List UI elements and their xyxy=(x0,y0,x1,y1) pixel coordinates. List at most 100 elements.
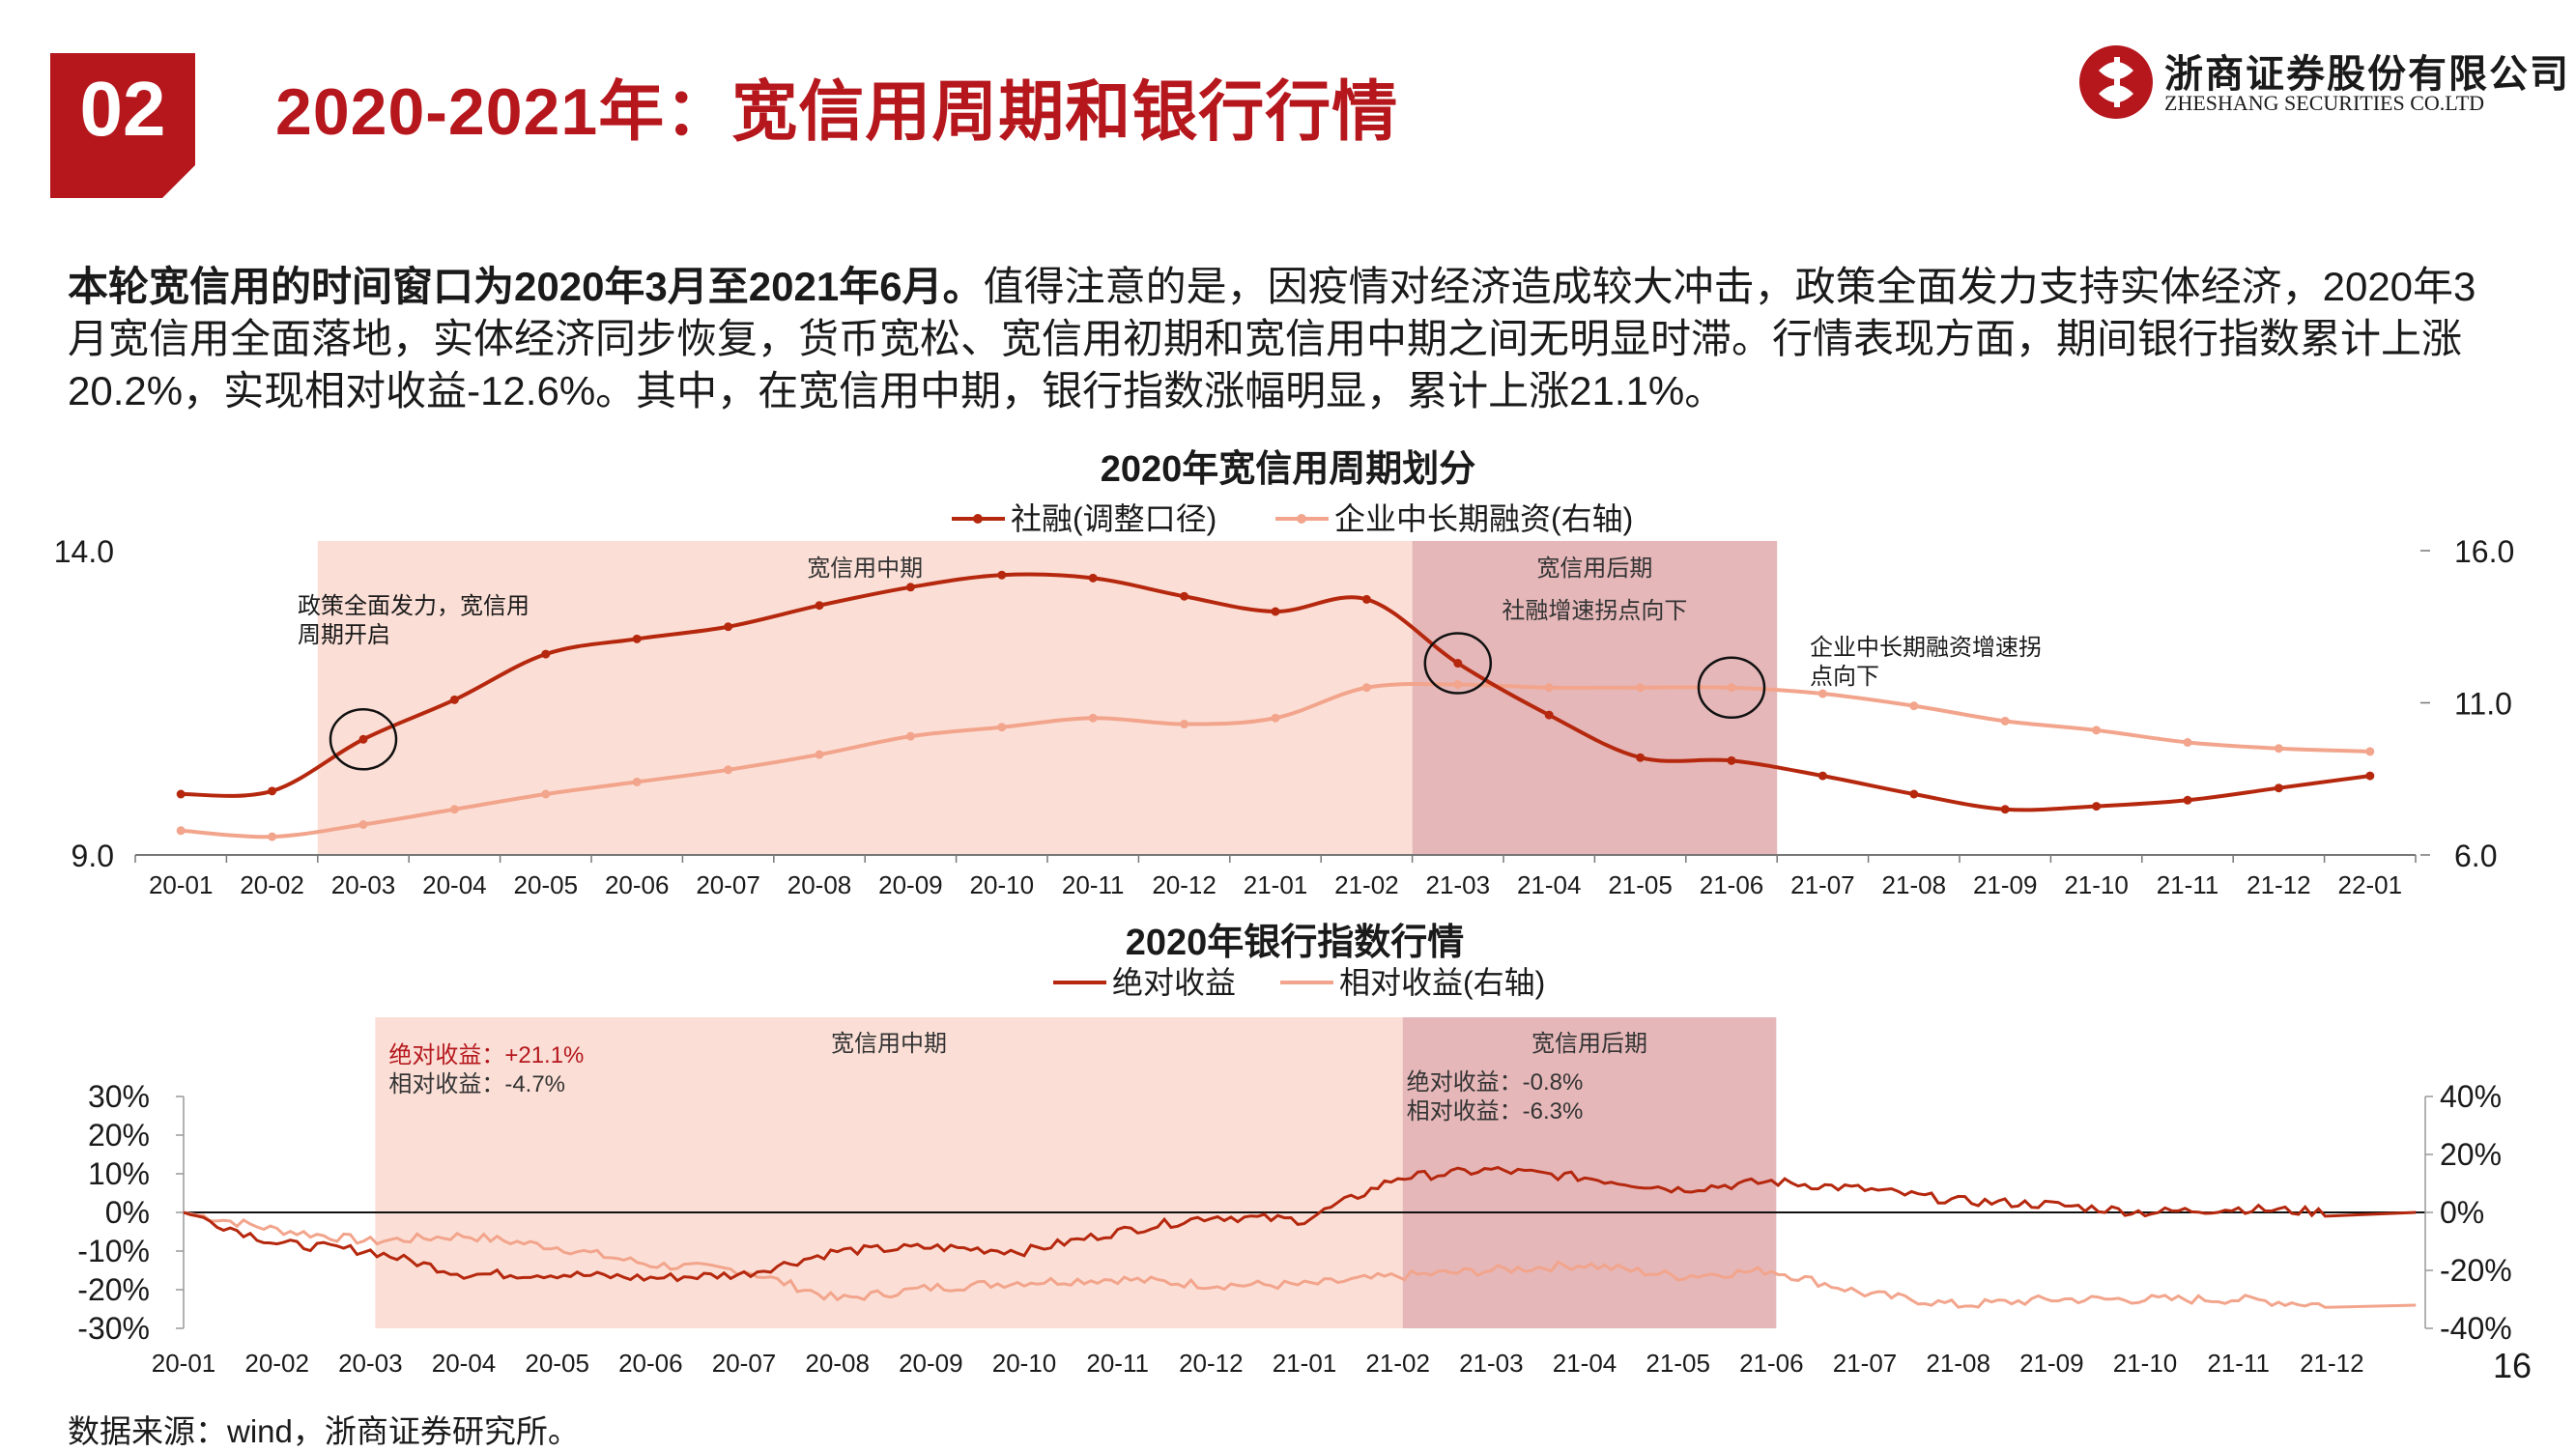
chart1-point-social-financing xyxy=(632,634,642,643)
page-number: 16 xyxy=(2493,1346,2533,1385)
chart2-legend-label-1: 绝对收益 xyxy=(1112,965,1236,1000)
chart1-point-corporate-financing xyxy=(2092,726,2102,735)
chart2-x-tick-label: 20-12 xyxy=(1179,1349,1244,1378)
chart2-x-tick-label: 20-11 xyxy=(1086,1349,1149,1378)
chart2-y-right-tick-label: 20% xyxy=(2440,1137,2502,1172)
chart1-point-social-financing xyxy=(905,583,915,592)
chart2-x-tick-label: 21-06 xyxy=(1739,1349,1804,1378)
chart1-point-corporate-financing xyxy=(1088,713,1098,723)
chart1-point-corporate-financing xyxy=(905,731,915,741)
chart1-legend-label-1: 社融(调整口径) xyxy=(1011,501,1216,536)
chart2-x-tick-label: 20-03 xyxy=(338,1349,403,1378)
chart1-point-social-financing xyxy=(1180,591,1189,601)
chart1-point-social-financing xyxy=(2092,802,2102,811)
chart1-x-tick-label: 20-06 xyxy=(605,870,670,899)
badge-corner-cut xyxy=(162,165,195,198)
chart2-annotation-line: 相对收益：-4.7% xyxy=(388,1071,565,1097)
chart2-series-absolute-return xyxy=(183,1165,2417,1283)
chart1-point-social-financing xyxy=(449,695,459,704)
chart2-y-left-tick-label: -30% xyxy=(77,1311,150,1346)
chart1-point-corporate-financing xyxy=(541,789,551,799)
chart1-point-social-financing xyxy=(1088,573,1098,583)
chart1-x-tick-label: 21-02 xyxy=(1334,870,1399,899)
chart1-x-tick-label: 20-10 xyxy=(970,870,1035,899)
data-source: 数据来源：wind，浙商证券研究所。 xyxy=(68,1413,580,1449)
chart2-shade-mid-label: 宽信用中期 xyxy=(831,1031,947,1057)
chart2-x-tick-label: 20-10 xyxy=(992,1349,1057,1378)
chart1-x-tick-label: 21-10 xyxy=(2064,870,2129,899)
chart1-x-tick-label: 21-01 xyxy=(1244,870,1308,899)
chart1-legend-marker-1 xyxy=(973,514,983,524)
chart1-annotation-line: 点向下 xyxy=(1810,664,1879,690)
chart2-x-tick-label: 20-02 xyxy=(244,1349,309,1378)
page-title: 2020-2021年：宽信用周期和银行行情 xyxy=(275,75,1399,149)
chart2-x-tick-label: 20-05 xyxy=(525,1349,589,1378)
chart1-point-social-financing xyxy=(2000,805,2010,814)
chart1-highlight-circle xyxy=(1697,656,1766,719)
chart2-y-left-tick-label: -20% xyxy=(77,1272,150,1307)
logo-english-name: ZHESHANG SECURITIES CO.LTD xyxy=(2164,91,2485,115)
chart1-x-tick-label: 20-03 xyxy=(331,870,396,899)
chart1-point-corporate-financing xyxy=(268,832,277,841)
chart1-y-left-tick-label: 14.0 xyxy=(54,534,114,569)
chart2-shade-late-label: 宽信用后期 xyxy=(1531,1031,1647,1057)
chart1-y-right-tick-label: 16.0 xyxy=(2454,534,2514,569)
chart2-y-left-tick-label: 30% xyxy=(88,1079,150,1114)
chart1-point-corporate-financing xyxy=(358,820,368,829)
chart1-x-tick-label: 22-01 xyxy=(2338,870,2403,899)
chart1-point-social-financing xyxy=(997,570,1007,580)
chart1-point-corporate-financing xyxy=(815,750,824,759)
chart2-y-right-tick-label: 0% xyxy=(2440,1195,2484,1230)
chart1-point-social-financing xyxy=(724,622,733,632)
chart1-x-tick-label: 20-08 xyxy=(787,870,852,899)
chart1-legend-label-2: 企业中长期融资(右轴) xyxy=(1334,501,1633,536)
chart1-point-social-financing xyxy=(1361,594,1371,604)
summary-paragraph: 本轮宽信用的时间窗口为2020年3月至2021年6月。值得注意的是，因疫情对经济… xyxy=(68,261,2512,417)
chart2-x-tick-label: 21-03 xyxy=(1459,1349,1524,1378)
chart1-point-corporate-financing xyxy=(1453,680,1463,690)
chart1-x-tick-label: 21-03 xyxy=(1426,870,1491,899)
summary-lead: 本轮宽信用的时间窗口为2020年3月至2021年6月。 xyxy=(68,264,984,309)
chart1-point-social-financing xyxy=(358,734,368,744)
chart1-point-social-financing xyxy=(1271,607,1280,616)
chart1-point-corporate-financing xyxy=(2274,744,2283,754)
chart1-point-social-financing xyxy=(1544,710,1554,720)
chart1-x-tick-label: 21-05 xyxy=(1608,870,1673,899)
chart1-legend-marker-2 xyxy=(1297,514,1306,524)
chart1-shade-mid-label: 宽信用中期 xyxy=(807,555,923,582)
chart1-x-tick-label: 20-02 xyxy=(240,870,304,899)
chart2-x-tick-label: 21-10 xyxy=(2113,1349,2178,1378)
chart1-annotation-line: 周期开启 xyxy=(298,622,390,648)
chart1-x-tick-label: 20-12 xyxy=(1152,870,1216,899)
chart2-x-tick-label: 21-11 xyxy=(2207,1349,2270,1378)
chart1-y-right-tick-label: 6.0 xyxy=(2454,839,2497,873)
chart1-point-social-financing xyxy=(541,649,551,659)
chart1-point-corporate-financing xyxy=(176,826,186,836)
chart2-x-tick-label: 20-04 xyxy=(432,1349,497,1378)
chart2-annotation-line: 绝对收益：-0.8% xyxy=(1407,1069,1584,1096)
chart1-title: 2020年宽信用周期划分 xyxy=(1101,448,1476,490)
chart2-x-tick-label: 20-01 xyxy=(152,1349,216,1378)
chart1-highlight-circle xyxy=(329,708,398,771)
chart1-x-tick-label: 21-07 xyxy=(1790,870,1855,899)
chart1-shade-late-period xyxy=(1412,541,1778,855)
chart1-point-social-financing xyxy=(176,789,186,799)
chart2-y-left-tick-label: 20% xyxy=(88,1118,150,1153)
chart1-point-corporate-financing xyxy=(724,765,733,775)
chart1-point-social-financing xyxy=(2274,783,2283,793)
chart2-x-tick-label: 21-02 xyxy=(1365,1349,1430,1378)
chart2-x-tick-label: 20-08 xyxy=(805,1349,870,1378)
chart1-x-tick-label: 21-09 xyxy=(1973,870,2038,899)
chart2-y-right-tick-label: 40% xyxy=(2440,1079,2502,1114)
chart1-point-social-financing xyxy=(1636,753,1646,762)
chart2-x-tick-label: 21-09 xyxy=(2019,1349,2084,1378)
section-number: 02 xyxy=(79,66,166,152)
chart2-x-tick-label: 21-07 xyxy=(1833,1349,1898,1378)
chart2-x-tick-label: 21-05 xyxy=(1646,1349,1710,1378)
chart1-point-corporate-financing xyxy=(632,777,642,786)
summary-body: 值得注意的是，因疫情对经济造成较大冲击，政策全面发力支持实体经济，2020年3月… xyxy=(68,264,2476,413)
chart2-annotation-line: 相对收益：-6.3% xyxy=(1407,1098,1584,1125)
chart1-x-tick-label: 20-01 xyxy=(149,870,214,899)
chart1-point-corporate-financing xyxy=(1636,683,1646,693)
chart2-y-left-tick-label: 0% xyxy=(105,1195,150,1230)
